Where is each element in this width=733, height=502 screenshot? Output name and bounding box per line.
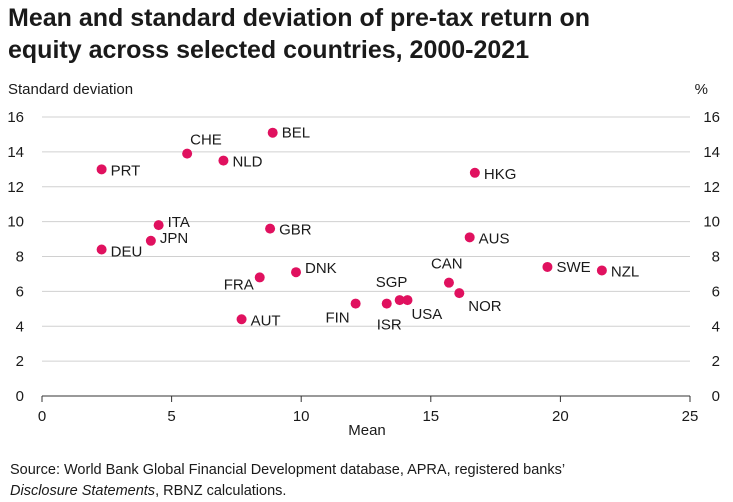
grid-lines [42,116,690,397]
point-nld [218,155,229,166]
y-tick-left-2: 2 [16,353,24,370]
point-gbr [265,223,276,234]
point-prt [96,164,107,175]
point-label-nzl: NZL [611,263,639,280]
y-tick-right-14: 14 [703,144,720,161]
x-axis-label: Mean [348,422,386,439]
y-tick-left-12: 12 [7,179,24,196]
point-label-che: CHE [190,132,222,149]
source-italic: Disclosure Statements [10,483,156,499]
point-label-gbr: GBR [279,222,312,239]
y-tick-right-12: 12 [703,179,720,196]
y-tick-left-0: 0 [16,388,24,405]
point-jpn [145,235,156,246]
point-fra [254,272,265,283]
point-swe [542,261,553,272]
point-label-fra: FRA [224,276,254,293]
point-ita [153,220,164,231]
source-note: Source: World Bank Global Financial Deve… [10,460,725,502]
point-sgp [394,295,405,306]
y-tick-right-16: 16 [703,109,720,126]
point-label-dnk: DNK [305,260,337,277]
y-tick-left-6: 6 [16,283,24,300]
point-label-nld: NLD [232,154,262,171]
y-axis-right-ticks: 0 2 4 6 8 10 12 14 16 [703,109,720,405]
x-tick-label-25: 25 [682,408,699,425]
y-tick-left-4: 4 [16,318,24,335]
point-label-prt: PRT [111,162,141,179]
source-line-2: Disclosure Statements, RBNZ calculations… [10,481,725,502]
y-tick-right-0: 0 [712,388,720,405]
point-label-bel: BEL [282,125,310,142]
point-label-deu: DEU [111,244,143,261]
point-label-fin: FIN [325,310,349,327]
point-label-isr: ISR [377,317,402,334]
y-tick-left-8: 8 [16,249,24,266]
y-tick-right-4: 4 [712,318,720,335]
point-can [443,277,454,288]
y-axis-left-ticks: 0 2 4 6 8 10 12 14 16 [7,109,24,405]
point-isr [381,298,392,309]
point-label-jpn: JPN [160,230,188,247]
point-label-nor: NOR [468,298,502,315]
point-aus [464,232,475,243]
point-fin [350,298,361,309]
y-tick-right-6: 6 [712,283,720,300]
point-bel [267,127,278,138]
x-axis-ticks: 0 5 10 15 20 25 [38,396,699,425]
point-label-swe: SWE [556,259,590,276]
point-nzl [596,265,607,276]
y-tick-left-10: 10 [7,214,24,231]
point-che [182,148,193,159]
point-label-aus: AUS [479,230,510,247]
chart-title-line-2: equity across selected countries, 2000-2… [8,36,530,64]
point-label-aut: AUT [251,312,281,329]
y-tick-left-14: 14 [7,144,24,161]
point-label-can: CAN [431,256,463,273]
data-points: BEL CHE NLD PRT HKG ITA GBR AUS JPN DEU SWE NZL DNK F… [96,125,639,334]
point-dnk [291,267,302,278]
y-tick-right-8: 8 [712,249,720,266]
chart-title: Mean and standard deviation of pre-tax r… [8,2,728,66]
x-tick-label-15: 15 [422,408,439,425]
point-usa [402,295,413,306]
point-nor [454,288,465,299]
point-label-sgp: SGP [376,274,408,291]
x-tick-label-20: 20 [552,408,569,425]
point-label-usa: USA [411,306,442,323]
x-tick-label-10: 10 [293,408,310,425]
y-tick-right-2: 2 [712,353,720,370]
y-axis-right-unit: % [695,81,708,98]
point-aut [236,314,247,325]
x-tick-label-0: 0 [38,408,46,425]
source-rest: , RBNZ calculations. [155,483,287,499]
point-deu [96,244,107,255]
chart-title-line-1: Mean and standard deviation of pre-tax r… [8,4,591,32]
point-label-hkg: HKG [484,166,517,183]
point-hkg [469,167,480,178]
source-line-1: Source: World Bank Global Financial Deve… [10,462,566,478]
y-axis-label: Standard deviation [8,81,133,98]
y-tick-right-10: 10 [703,214,720,231]
x-tick-label-5: 5 [167,408,175,425]
y-tick-left-16: 16 [7,109,24,126]
point-label-ita: ITA [168,214,190,231]
